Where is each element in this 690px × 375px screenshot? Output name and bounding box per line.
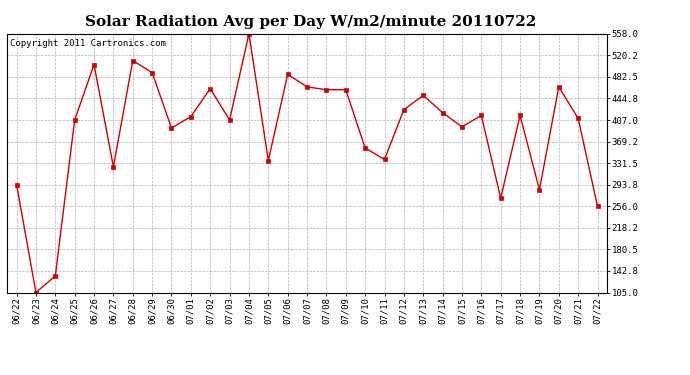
Text: Copyright 2011 Cartronics.com: Copyright 2011 Cartronics.com [10, 39, 166, 48]
Text: Solar Radiation Avg per Day W/m2/minute 20110722: Solar Radiation Avg per Day W/m2/minute … [85, 15, 536, 29]
